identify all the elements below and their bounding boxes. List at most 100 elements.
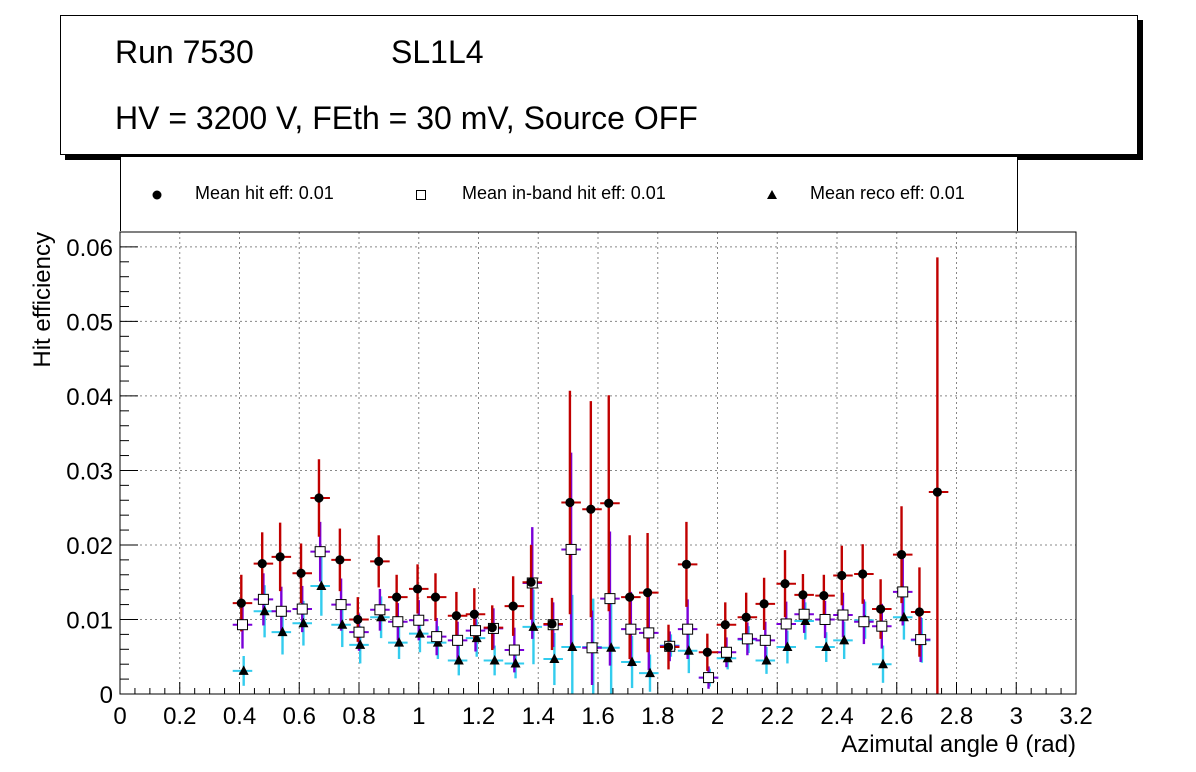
hit-eff-point xyxy=(915,607,924,616)
x-tick-label: 2.6 xyxy=(880,703,913,730)
inband-eff-point xyxy=(354,627,364,637)
y-tick-label: 0 xyxy=(100,682,113,709)
inband-eff-point xyxy=(721,647,731,657)
x-tick-label: 1.2 xyxy=(462,703,495,730)
inband-eff-point xyxy=(742,634,752,644)
hit-eff-point xyxy=(392,593,401,602)
inband-eff-point xyxy=(587,643,597,653)
inband-eff-point xyxy=(237,620,247,630)
x-tick-label: 1.8 xyxy=(641,703,674,730)
hit-eff-point xyxy=(682,560,691,569)
hit-eff-point xyxy=(586,505,595,514)
hit-eff-point xyxy=(335,555,344,564)
hit-eff-point xyxy=(374,557,383,566)
x-tick-label: 1.4 xyxy=(522,703,555,730)
layer-label: SL1L4 xyxy=(391,34,484,71)
legend-inband-marker xyxy=(415,189,427,201)
x-tick-label: 2.4 xyxy=(820,703,853,730)
x-tick-label: 3 xyxy=(1010,703,1023,730)
hit-eff-point xyxy=(413,584,422,593)
inband-eff-point xyxy=(605,594,615,604)
hit-eff-point xyxy=(760,599,769,608)
inband-eff-point xyxy=(626,624,636,634)
inband-eff-point xyxy=(393,617,403,627)
x-tick-label: 1.6 xyxy=(581,703,614,730)
inband-eff-point xyxy=(799,609,809,619)
hit-eff-point xyxy=(664,642,673,651)
x-tick-label: 0.4 xyxy=(223,703,256,730)
hit-eff-point xyxy=(547,619,556,628)
x-tick-label: 0 xyxy=(113,703,126,730)
y-axis-label: Hit efficiency xyxy=(29,232,56,368)
legend-reco-marker xyxy=(766,189,778,201)
y-tick-label: 0.06 xyxy=(66,235,113,262)
hit-eff-point xyxy=(470,610,479,619)
hit-eff-point xyxy=(237,598,246,607)
conditions-label: HV = 3200 V, FEth = 30 mV, Source OFF xyxy=(115,100,698,137)
inband-eff-point xyxy=(453,635,463,645)
hit-eff-point xyxy=(604,499,613,508)
inband-eff-point xyxy=(471,626,481,636)
legend-reco-label: Mean reco eff: 0.01 xyxy=(810,183,965,204)
axes: 0 0.2 0.4 0.6 0.8 1 1.2 1.4 1.6 1.8 2 2.2 2.4 2.6 2.8 3… xyxy=(66,232,1092,730)
y-tick-label: 0.03 xyxy=(66,458,113,485)
x-tick-label: 3.2 xyxy=(1059,703,1092,730)
data-markers xyxy=(233,257,949,694)
inband-eff-point xyxy=(315,547,325,557)
hit-eff-point xyxy=(780,579,789,588)
hit-eff-point xyxy=(526,578,535,587)
hit-eff-point xyxy=(837,571,846,580)
inband-eff-point xyxy=(258,594,268,604)
hit-eff-point xyxy=(721,620,730,629)
hit-eff-point xyxy=(876,604,885,613)
inband-eff-point xyxy=(916,635,926,645)
inband-eff-point xyxy=(781,619,791,629)
hit-eff-point xyxy=(258,559,267,568)
y-tick-label: 0.01 xyxy=(66,607,113,634)
hit-eff-point xyxy=(798,590,807,599)
y-tick-label: 0.05 xyxy=(66,309,113,336)
inband-eff-point xyxy=(375,605,385,615)
inband-eff-point xyxy=(297,604,307,614)
legend: Mean hit eff: 0.01 Mean in-band hit eff:… xyxy=(120,157,1018,231)
hit-eff-point xyxy=(933,487,942,496)
inband-eff-point xyxy=(760,635,770,645)
hit-eff-point xyxy=(819,591,828,600)
inband-eff-point xyxy=(859,617,869,627)
hit-eff-point xyxy=(509,601,518,610)
hit-eff-point xyxy=(625,593,634,602)
run-label: Run 7530 xyxy=(115,34,254,71)
hit-eff-point xyxy=(431,593,440,602)
x-tick-label: 0.8 xyxy=(342,703,375,730)
x-axis-label: Azimutal angle θ (rad) xyxy=(841,731,1076,758)
hit-eff-point xyxy=(314,493,323,502)
hit-eff-point xyxy=(452,611,461,620)
x-tick-label: 2.2 xyxy=(761,703,794,730)
hit-eff-point xyxy=(643,588,652,597)
inband-eff-point xyxy=(414,615,424,625)
inband-eff-point xyxy=(644,628,654,638)
hit-eff-point xyxy=(353,615,362,624)
x-tick-label: 2.8 xyxy=(940,703,973,730)
title-box: Run 7530 SL1L4 HV = 3200 V, FEth = 30 mV… xyxy=(60,15,1138,155)
hit-eff-point xyxy=(703,648,712,657)
inband-eff-point xyxy=(704,673,714,683)
x-tick-label: 2 xyxy=(711,703,724,730)
legend-hit-marker xyxy=(151,189,163,201)
hit-eff-point xyxy=(488,623,497,632)
y-tick-label: 0.02 xyxy=(66,533,113,560)
hit-eff-point xyxy=(897,550,906,559)
y-tick-label: 0.04 xyxy=(66,384,113,411)
inband-eff-point xyxy=(336,600,346,610)
inband-eff-point xyxy=(877,621,887,631)
inband-eff-point xyxy=(432,632,442,642)
inband-eff-point xyxy=(820,614,830,624)
x-tick-label: 0.6 xyxy=(283,703,316,730)
hit-eff-point xyxy=(296,569,305,578)
inband-eff-point xyxy=(509,645,519,655)
legend-inband-label: Mean in-band hit eff: 0.01 xyxy=(462,183,666,204)
inband-eff-point xyxy=(276,606,286,616)
inband-eff-point xyxy=(838,610,848,620)
hit-eff-point xyxy=(276,552,285,561)
hit-eff-point xyxy=(742,613,751,622)
